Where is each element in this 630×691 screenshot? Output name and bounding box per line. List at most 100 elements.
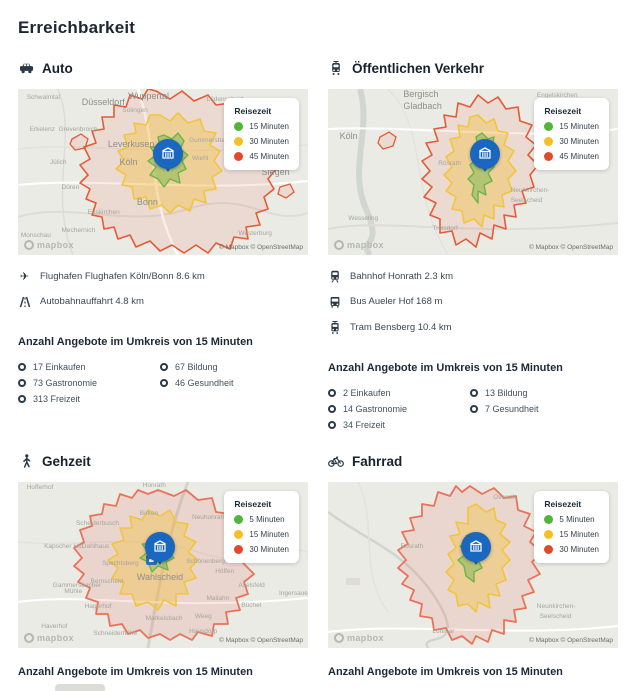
section-title-fahrrad: Fahrrad: [352, 453, 403, 469]
count-item: 313 Freizeit: [18, 391, 160, 407]
anzahl-heading: Anzahl Angebote im Umkreis von 15 Minute…: [18, 336, 253, 348]
mapbox-icon: [334, 240, 344, 250]
poi-list-oev: Bahnhof Honrath 2.3 km Bus Aueler: [328, 263, 618, 340]
anzahl-heading: Anzahl Angebote im Umkreis von 15 Minute…: [18, 666, 253, 678]
map-attribution[interactable]: © Mapbox © OpenStreetMap: [528, 637, 613, 644]
pedestrian-icon: [18, 454, 34, 468]
category-icon: [18, 363, 26, 371]
motorway-icon: [18, 296, 31, 308]
count-item: 7 Gesundheit: [470, 401, 612, 417]
mapbox-logo[interactable]: mapbox: [24, 633, 74, 643]
count-item: 17 Einkaufen: [18, 359, 160, 375]
count-item: 67 Bildung: [160, 359, 302, 375]
location-marker: [152, 138, 183, 172]
legend-dot-yellow: [234, 137, 244, 146]
poi-item: ✈ Flughafen Flughafen Köln/Bonn 8.6 km: [19, 270, 205, 283]
map-gehzeit[interactable]: Reisezeit 5 Minuten 15 Minuten 30 Minute…: [18, 482, 308, 648]
count-item: 34 Freizeit: [328, 417, 470, 433]
car-icon: [18, 61, 34, 75]
poi-list-auto: ✈ Flughafen Flughafen Köln/Bonn 8.6 km A…: [18, 263, 308, 314]
legend-dot-red: [544, 545, 554, 554]
count-item: 2 Einkaufen: [328, 385, 470, 401]
legend-dot-yellow: [544, 137, 554, 146]
legend-dot-red: [234, 152, 244, 161]
category-icon: [328, 389, 336, 397]
map-legend: Reisezeit 15 Minuten 30 Minuten 45 Minut…: [534, 98, 609, 170]
section-fahrrad: Fahrrad: [328, 453, 618, 691]
sections-grid: Auto: [18, 60, 618, 691]
counts-oev: 2 Einkaufen 14 Gastronomie 34 Freizeit 1…: [328, 385, 618, 433]
map-oev[interactable]: Reisezeit 15 Minuten 30 Minuten 45 Minut…: [328, 89, 618, 255]
section-oev: Öffentlichen Verkehr: [328, 60, 618, 433]
map-attribution[interactable]: © Mapbox © OpenStreetMap: [528, 244, 613, 251]
mapbox-logo[interactable]: mapbox: [24, 240, 74, 250]
anzahl-heading: Anzahl Angebote im Umkreis von 15 Minute…: [328, 666, 563, 678]
legend-title: Reisezeit: [234, 499, 272, 509]
legend-title: Reisezeit: [544, 106, 582, 116]
building-icon: [460, 531, 491, 562]
mapbox-icon: [24, 240, 34, 250]
legend-title: Reisezeit: [544, 499, 582, 509]
building-icon: [145, 531, 176, 562]
mapbox-icon: [24, 633, 34, 643]
tram-icon: [328, 61, 344, 75]
section-title-oev: Öffentlichen Verkehr: [352, 60, 485, 76]
mapbox-logo[interactable]: mapbox: [334, 633, 384, 643]
category-icon: [18, 379, 26, 387]
category-icon: [470, 405, 478, 413]
legend-dot-red: [544, 152, 554, 161]
section-title-gehzeit: Gehzeit: [42, 453, 91, 469]
count-item: 14 Gastronomie: [328, 401, 470, 417]
legend-dot-green: [234, 515, 244, 524]
map-base: [18, 89, 308, 255]
map-auto[interactable]: Reisezeit 15 Minuten 30 Minuten 45 Minut…: [18, 89, 308, 255]
section-auto: Auto: [18, 60, 308, 407]
mapbox-logo[interactable]: mapbox: [334, 240, 384, 250]
category-icon: [160, 363, 168, 371]
map-legend: Reisezeit 5 Minuten 15 Minuten 30 Minute…: [224, 491, 299, 563]
bus-icon: [328, 296, 341, 308]
poi-item: Bahnhof Honrath 2.3 km: [328, 263, 618, 289]
poi-item: Autobahnauffahrt 4.8 km: [18, 289, 308, 314]
poi-item: Tram Bensberg 10.4 km: [328, 314, 618, 340]
count-item: 73 Gastronomie: [18, 375, 160, 391]
cutoff-element: [55, 684, 105, 691]
section-gehzeit: Gehzeit: [18, 453, 308, 691]
page-title: Erreichbarkeit: [18, 18, 136, 37]
mapbox-icon: [334, 633, 344, 643]
map-attribution[interactable]: © Mapbox © OpenStreetMap: [218, 637, 303, 644]
legend-dot-yellow: [544, 530, 554, 539]
transit-stop-marker: [145, 555, 157, 566]
building-icon: [469, 138, 500, 169]
legend-dot-green: [234, 122, 244, 131]
building-icon: [152, 138, 183, 169]
legend-dot-red: [234, 545, 244, 554]
map-legend: Reisezeit 5 Minuten 15 Minuten 30 Minute…: [534, 491, 609, 563]
legend-dot-green: [544, 122, 554, 131]
tram-icon: [328, 320, 341, 334]
legend-title: Reisezeit: [234, 106, 272, 116]
map-attribution[interactable]: © Mapbox © OpenStreetMap: [218, 244, 303, 251]
category-icon: [160, 379, 168, 387]
location-marker: [145, 531, 176, 565]
legend-dot-yellow: [234, 530, 244, 539]
bicycle-icon: [328, 454, 344, 468]
section-title-auto: Auto: [42, 60, 73, 76]
count-item: 46 Gesundheit: [160, 375, 302, 391]
airplane-icon: ✈: [19, 270, 30, 283]
poi-item: Bus Aueler Hof 168 m: [328, 289, 618, 314]
category-icon: [18, 395, 26, 403]
category-icon: [328, 405, 336, 413]
legend-dot-green: [544, 515, 554, 524]
map-legend: Reisezeit 15 Minuten 30 Minuten 45 Minut…: [224, 98, 299, 170]
category-icon: [470, 389, 478, 397]
location-marker: [469, 138, 500, 172]
counts-auto: 17 Einkaufen 73 Gastronomie 313 Freizeit…: [18, 359, 308, 407]
map-fahrrad[interactable]: Reisezeit 5 Minuten 15 Minuten 30 Minute…: [328, 482, 618, 648]
count-item: 13 Bildung: [470, 385, 612, 401]
map-base: [328, 482, 618, 648]
train-icon: [328, 270, 341, 283]
location-marker: [460, 531, 491, 565]
category-icon: [328, 421, 336, 429]
